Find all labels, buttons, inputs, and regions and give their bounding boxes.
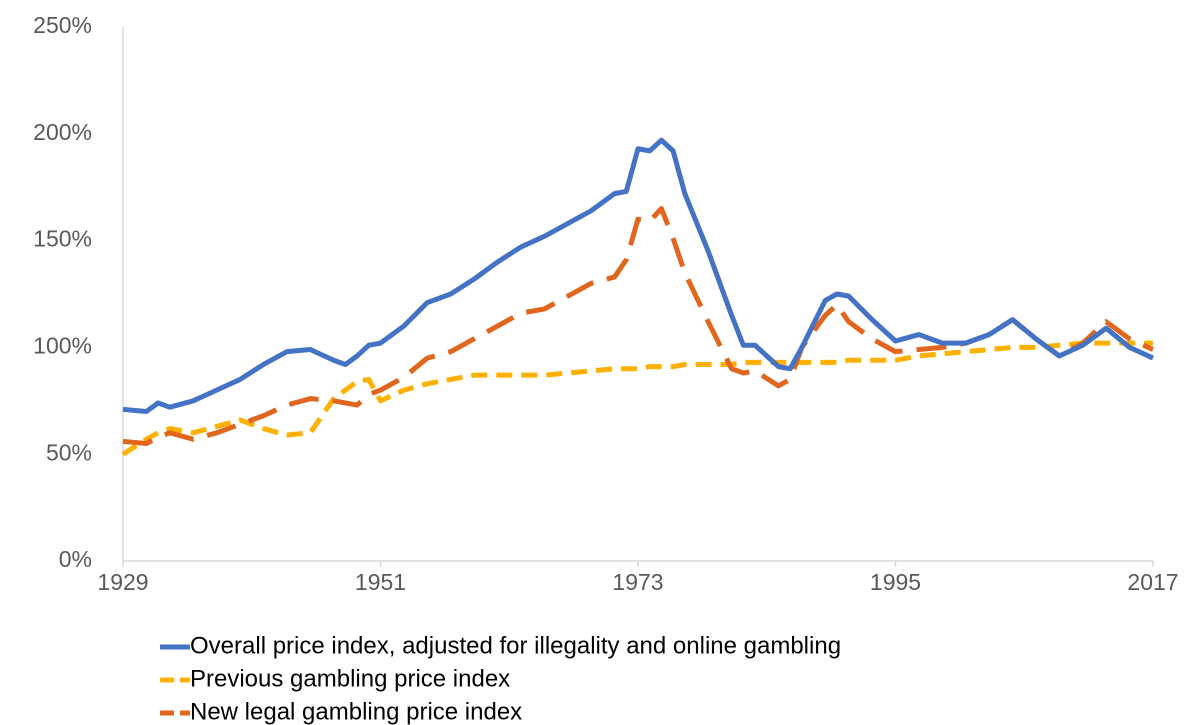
series-line — [122, 137, 1155, 414]
x-tick-label: 1951 — [355, 569, 406, 595]
y-tick-label: 0% — [59, 546, 92, 572]
x-tick-label: 1929 — [97, 569, 148, 595]
x-tick-label: 1995 — [870, 569, 921, 595]
y-tick-label: 50% — [46, 439, 92, 465]
y-tick-label: 250% — [33, 12, 92, 38]
series-line — [122, 206, 1155, 447]
x-tick-label: 1973 — [612, 569, 663, 595]
series-line — [121, 340, 1153, 457]
y-tick-label: 100% — [33, 332, 92, 358]
y-tick-label: 150% — [33, 226, 92, 252]
x-tick-label: 2017 — [1127, 569, 1178, 595]
legend-label: Overall price index, adjusted for illega… — [190, 632, 841, 659]
legend-label: Previous gambling price index — [190, 665, 510, 692]
legend-label: New legal gambling price index — [190, 698, 522, 725]
y-tick-label: 200% — [33, 119, 92, 145]
